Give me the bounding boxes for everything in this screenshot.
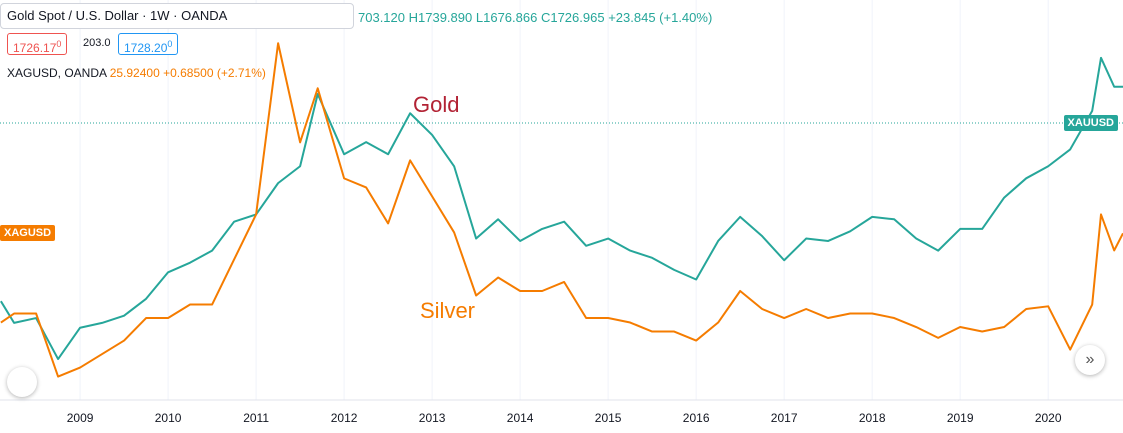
logo-button[interactable]: [7, 367, 37, 397]
annotation: Gold: [413, 92, 460, 117]
buy-button[interactable]: 1728.200: [118, 33, 179, 55]
buy-price: 1728.20: [124, 41, 168, 55]
buy-small: 0: [167, 39, 173, 49]
x-tick-label: 2011: [243, 411, 269, 425]
series-tag: XAUUSD: [1063, 115, 1118, 131]
overlay-name: XAGUSD, OANDA: [7, 66, 107, 80]
x-tick-label: 2010: [155, 411, 182, 425]
x-tick-label: 2012: [331, 411, 358, 425]
ohlc-close: C1726.965: [540, 10, 605, 25]
sell-price: 1726.17: [13, 41, 57, 55]
x-tick-label: 2013: [419, 411, 446, 425]
overlay-legend: XAGUSD, OANDA 25.92400 +0.68500 (+2.71%): [7, 66, 266, 80]
spread: 203.0: [83, 37, 111, 49]
ohlc-high: H1739.890: [408, 10, 473, 25]
x-tick-label: 2014: [507, 411, 534, 425]
x-tick-label: 2009: [67, 411, 94, 425]
overlay-change: +0.68500 (+2.71%): [163, 66, 266, 80]
ohlc-change: +23.845 (+1.40%): [608, 10, 713, 25]
series-tag: XAGUSD: [0, 225, 56, 241]
symbol-box[interactable]: Gold Spot / U.S. Dollar · 1W · OANDA: [0, 3, 354, 29]
series-line: [0, 56, 1123, 361]
x-tick-label: 2019: [947, 411, 974, 425]
scroll-button[interactable]: »: [1075, 345, 1105, 375]
ohlc-low: L1676.866: [475, 10, 538, 25]
x-tick-label: 2020: [1035, 411, 1062, 425]
x-tick-label: 2016: [683, 411, 710, 425]
symbol-title: Gold Spot / U.S. Dollar · 1W · OANDA: [7, 8, 228, 23]
annotation: Silver: [420, 298, 476, 323]
sell-button[interactable]: 1726.170: [7, 33, 68, 55]
ohlc-open: 703.120: [358, 10, 405, 25]
series-line: [0, 42, 1123, 378]
x-tick-label: 2018: [859, 411, 886, 425]
x-tick-label: 2017: [771, 411, 798, 425]
x-tick-label: 2015: [595, 411, 622, 425]
overlay-price: 25.92400: [109, 66, 160, 80]
sell-small: 0: [56, 39, 62, 49]
ohlc: 703.120 H1739.890 L1676.866 C1726.965 +2…: [358, 10, 712, 25]
